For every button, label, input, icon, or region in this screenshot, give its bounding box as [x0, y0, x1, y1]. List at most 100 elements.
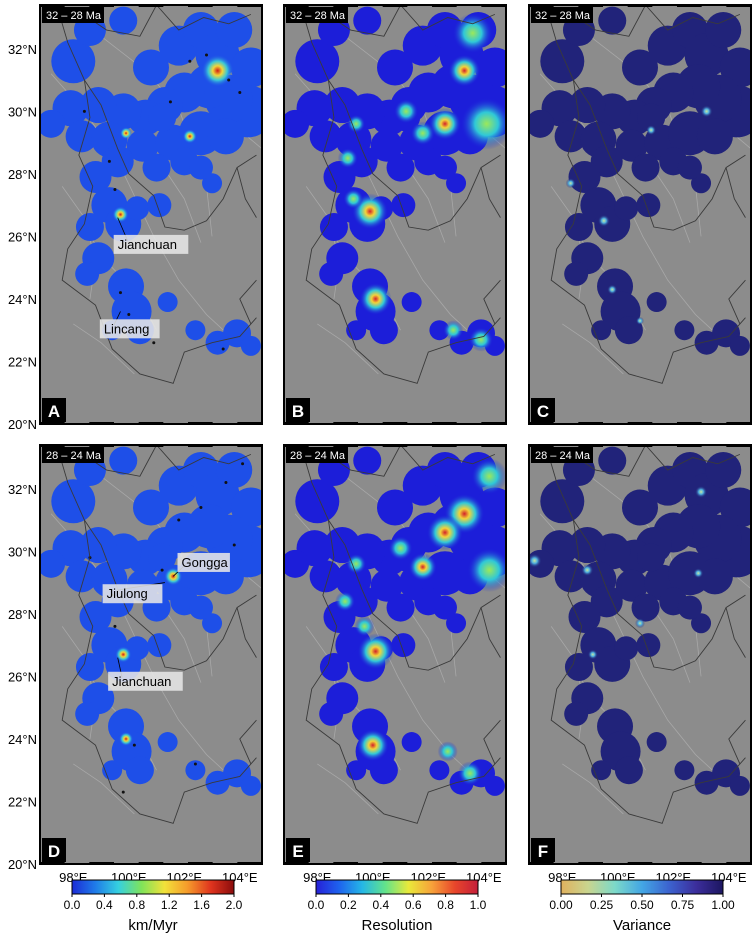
period-label: 32 – 28 Ma — [42, 7, 104, 23]
coverage-blob — [677, 155, 702, 180]
coverage-blob — [353, 6, 382, 35]
province-border — [328, 519, 501, 671]
period-text: 28 – 24 Ma — [535, 450, 591, 462]
province-border — [156, 5, 252, 31]
coverage-blob — [564, 653, 593, 682]
coverage-blob — [319, 213, 348, 242]
coverage-blob — [125, 756, 154, 785]
colorbar-tick-label: 0.6 — [405, 898, 422, 912]
coverage-blob — [147, 633, 172, 658]
colorbar-tick-label: 2.0 — [226, 898, 243, 912]
map-panel-d: 28 – 24 Ma D Gongga Jiulong Jianchuan 20°N 22°… — [8, 444, 263, 885]
panel-letter: E — [286, 838, 310, 862]
colorbar-tick-label: 0.0 — [64, 898, 81, 912]
province-border — [300, 445, 501, 824]
province-border — [545, 5, 746, 384]
sample-point — [107, 159, 111, 163]
colorbar-ramp — [315, 879, 479, 895]
sample-point — [188, 59, 192, 63]
province-border — [156, 445, 252, 471]
coverage-blob — [637, 103, 666, 132]
lat-tick-label: 30°N — [8, 104, 37, 119]
hotspot — [388, 536, 413, 561]
colorbar-tick-label: 1.00 — [711, 898, 735, 912]
hotspot — [636, 316, 644, 325]
period-label: 28 – 24 Ma — [42, 447, 104, 463]
hotspot — [112, 206, 129, 223]
sample-point — [199, 506, 203, 510]
fault-line — [317, 763, 379, 815]
colorbar-1: 0.0 0.2 0.4 0.6 0.8 1.0 Resolution — [308, 879, 487, 934]
province-border — [400, 445, 496, 471]
coverage-blob — [309, 120, 342, 153]
coverage-blob — [284, 109, 310, 138]
sample-point — [177, 518, 181, 522]
lat-tick-label: 30°N — [8, 544, 37, 559]
panel-letter: F — [531, 838, 555, 862]
sample-point — [168, 100, 172, 104]
hotspot — [437, 741, 458, 762]
coverage-blob — [729, 335, 750, 356]
hotspot — [443, 320, 464, 341]
sample-point — [113, 624, 117, 628]
province-border — [239, 279, 257, 325]
coverage-blob — [65, 120, 98, 153]
coverage-blob — [432, 595, 457, 620]
coverage-blob — [622, 489, 658, 526]
coverage-blob — [202, 173, 223, 194]
colorbar-tick-label: 0.25 — [590, 898, 614, 912]
lat-tick-label: 22°N — [8, 354, 37, 369]
hotspot — [343, 188, 364, 209]
sample-point — [238, 91, 242, 95]
coverage-blob — [319, 653, 348, 682]
hotspot — [337, 148, 358, 169]
hotspot — [460, 97, 506, 150]
coverage-blob — [614, 756, 643, 785]
coverage-blob — [386, 153, 415, 182]
sample-point — [152, 341, 156, 345]
hotspot — [448, 54, 481, 87]
colorbar-tick-label: 0.2 — [340, 898, 357, 912]
coverage-blob — [614, 636, 639, 661]
place-label-text: Jiulong — [107, 586, 148, 601]
coverage-blob — [622, 49, 658, 86]
coverage-blob — [554, 120, 587, 153]
coverage-blob — [345, 585, 378, 618]
hotspot — [182, 129, 197, 144]
hotspot — [354, 616, 375, 637]
sample-point — [82, 109, 86, 113]
coverage-blob — [636, 633, 661, 658]
coverage-blob — [309, 560, 342, 593]
coverage-blob — [157, 732, 178, 753]
coverage-blob — [729, 775, 750, 796]
coverage-blob — [125, 196, 150, 221]
lat-tick-label: 24°N — [8, 732, 37, 747]
coverage-blob — [133, 489, 169, 526]
coverage-blob — [615, 129, 648, 162]
hotspot — [469, 327, 494, 352]
sample-point — [205, 53, 208, 57]
coverage-blob — [75, 701, 100, 726]
colorbar-tick-label: 0.8 — [128, 898, 145, 912]
coverage-blob — [240, 775, 261, 796]
fault-line — [562, 763, 624, 815]
colorbar-ramp — [560, 879, 724, 895]
coverage-blob — [185, 760, 206, 781]
hotspot — [607, 284, 618, 295]
panel-letter: D — [42, 838, 66, 862]
coverage-blob — [401, 732, 422, 753]
coverage-blob — [370, 569, 403, 602]
map-panel-c: 32 – 28 Ma C — [528, 4, 752, 425]
hotspot — [529, 553, 542, 568]
lat-tick-label: 22°N — [8, 794, 37, 809]
sample-point — [132, 743, 136, 747]
coverage-blob — [369, 316, 398, 345]
coverage-field — [529, 446, 751, 796]
coverage-blob — [185, 320, 206, 341]
coverage-blob — [614, 316, 643, 345]
colorbar-tick-label: 0.75 — [671, 898, 695, 912]
coverage-blob — [147, 193, 172, 218]
place-label-text: Jianchuan — [112, 674, 171, 689]
province-border — [645, 5, 741, 31]
